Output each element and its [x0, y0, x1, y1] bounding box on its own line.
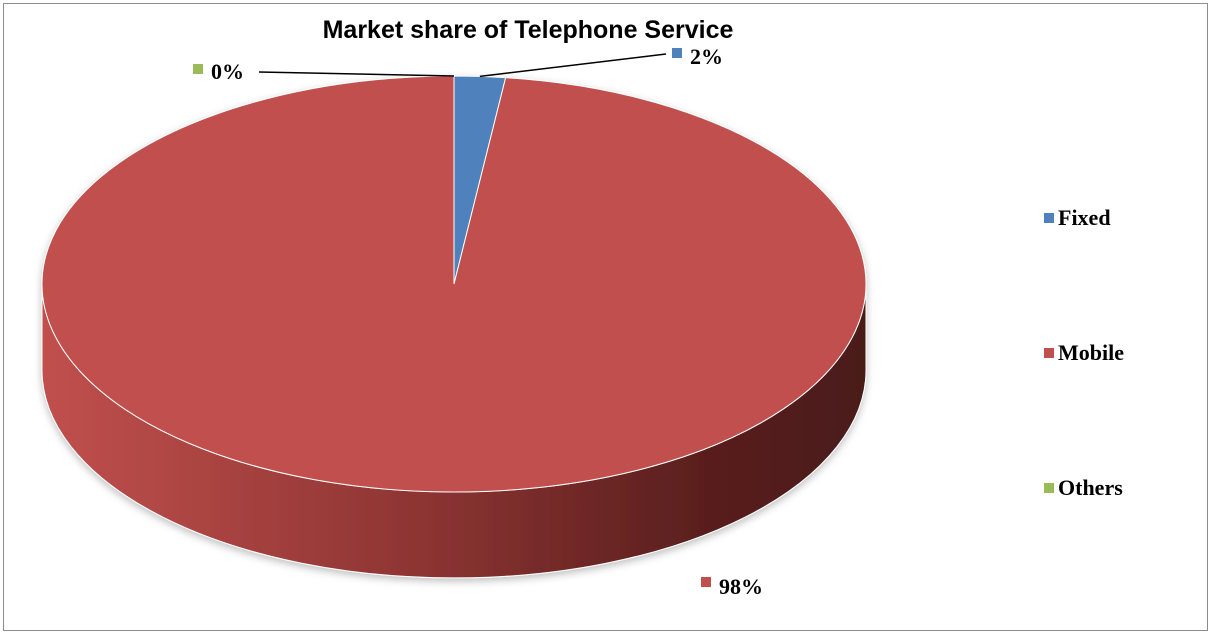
- data-label-others: 0%: [211, 59, 244, 84]
- leader-line-others: [258, 71, 455, 77]
- chart-title: Market share of Telephone Service: [323, 16, 734, 44]
- data-label-marker-others: [193, 64, 203, 74]
- legend-swatch-mobile: [1044, 348, 1054, 358]
- legend-label-others: Others: [1058, 475, 1123, 500]
- leader-line-fixed: [479, 53, 667, 78]
- pie-group: [41, 75, 867, 579]
- data-label-marker-fixed: [672, 48, 682, 58]
- legend: Fixed Mobile Others: [1044, 205, 1124, 500]
- legend-swatch-fixed: [1044, 213, 1054, 223]
- leader-lines: [258, 53, 667, 78]
- data-labels: 2% 98% 0%: [193, 44, 763, 599]
- data-label-fixed: 2%: [690, 44, 723, 69]
- legend-swatch-others: [1044, 483, 1054, 493]
- legend-label-fixed: Fixed: [1058, 205, 1111, 230]
- chart-frame: Market share of Telephone Service 2% 98% 0…: [3, 3, 1208, 631]
- data-label-mobile: 98%: [719, 574, 763, 599]
- pie-chart: Market share of Telephone Service 2% 98% 0…: [41, 16, 1124, 599]
- data-label-marker-mobile: [701, 577, 711, 587]
- legend-label-mobile: Mobile: [1058, 340, 1124, 365]
- pie-slice-mobile: [41, 75, 867, 493]
